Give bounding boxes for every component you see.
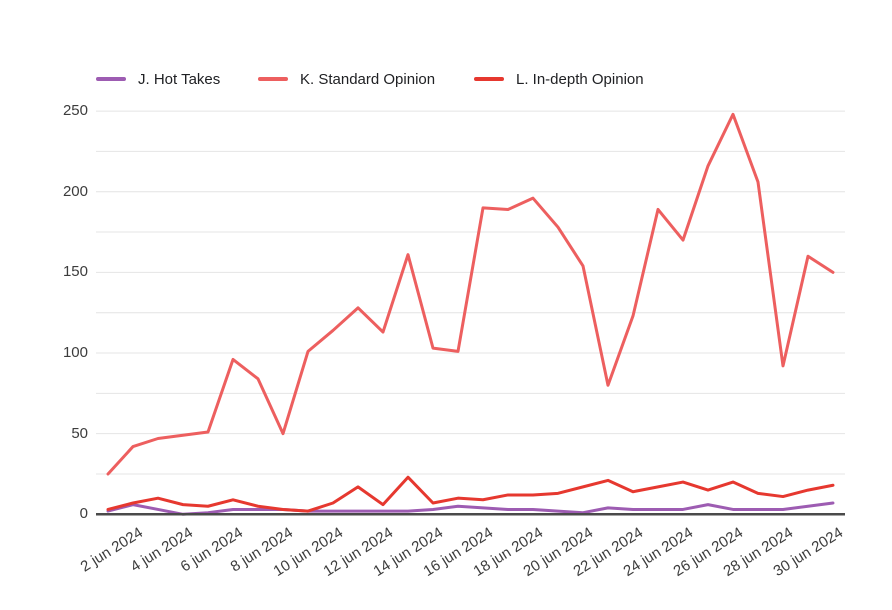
y-tick-label: 50 bbox=[71, 424, 88, 442]
series-line-k bbox=[106, 112, 835, 476]
y-tick-label: 150 bbox=[62, 263, 88, 281]
chart-legend: J. Hot Takes K. Standard Opinion L. In-dep… bbox=[0, 0, 892, 88]
y-tick-label: 250 bbox=[62, 102, 88, 120]
legend-item-j[interactable]: J. Hot Takes bbox=[96, 70, 221, 88]
series-line-j bbox=[106, 501, 835, 516]
legend-label: K. Standard Opinion bbox=[300, 70, 436, 88]
y-tick-label: 100 bbox=[62, 344, 88, 361]
legend-label: L. In-depth Opinion bbox=[516, 70, 644, 88]
series-line-l bbox=[106, 475, 835, 513]
legend-label: J. Hot Takes bbox=[138, 70, 221, 88]
legend-item-l[interactable]: L. In-depth Opinion bbox=[474, 70, 644, 88]
legend-swatch-icon bbox=[258, 77, 288, 81]
y-tick-label: 0 bbox=[79, 505, 88, 523]
legend-item-k[interactable]: K. Standard Opinion bbox=[258, 70, 436, 88]
legend-swatch-icon bbox=[474, 77, 504, 81]
legend-swatch-icon bbox=[96, 77, 126, 81]
y-tick-label: 200 bbox=[62, 182, 88, 200]
